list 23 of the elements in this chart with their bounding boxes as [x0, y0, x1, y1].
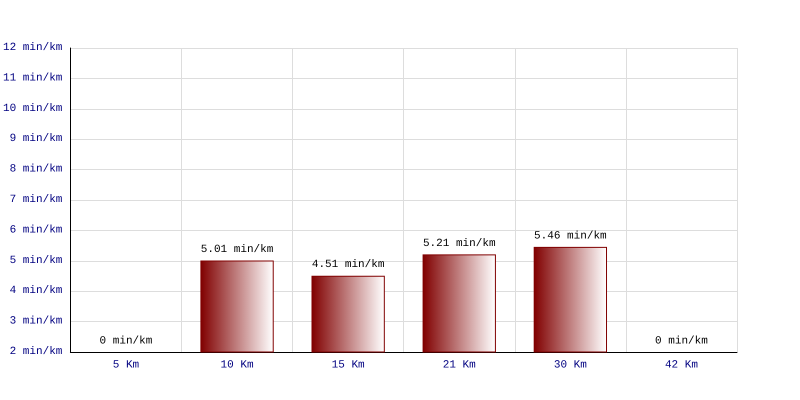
- y-tick-label: 7 min/km: [10, 194, 63, 206]
- x-tick-label: 42 Km: [664, 360, 698, 372]
- y-tick-label: 8 min/km: [10, 164, 63, 176]
- data-label: 5.46 min/km: [534, 230, 608, 242]
- x-tick-label: 10 Km: [220, 360, 254, 372]
- text: 0 min/km: [100, 336, 152, 348]
- x-tick-label: 30 Km: [554, 360, 588, 372]
- y-tick-label: 10 min/km: [2, 102, 63, 115]
- text: 0 min/km: [655, 336, 708, 348]
- y-tick-label: 9 min/km: [10, 133, 63, 146]
- y-tick-label: 4 min/km: [10, 285, 63, 298]
- x-tick-label: 21 Km: [442, 360, 476, 372]
- y-tick-label: 3 min/km: [10, 316, 63, 328]
- data-label: 4.51 min/km: [312, 259, 385, 272]
- data-label: 5.01 min/km: [200, 244, 274, 256]
- y-tick-label: 11 min/km: [2, 72, 63, 84]
- y-tick-label: 2 min/km: [10, 346, 63, 358]
- y-tick-label: 5 min/km: [10, 254, 63, 267]
- data-label: 5.21 min/km: [422, 238, 496, 250]
- y-tick-label: 12 min/km: [2, 42, 63, 54]
- x-tick-label: 5 Km: [112, 360, 140, 372]
- x-tick-label: 15 Km: [332, 360, 366, 372]
- y-tick-label: 6 min/km: [10, 224, 63, 236]
